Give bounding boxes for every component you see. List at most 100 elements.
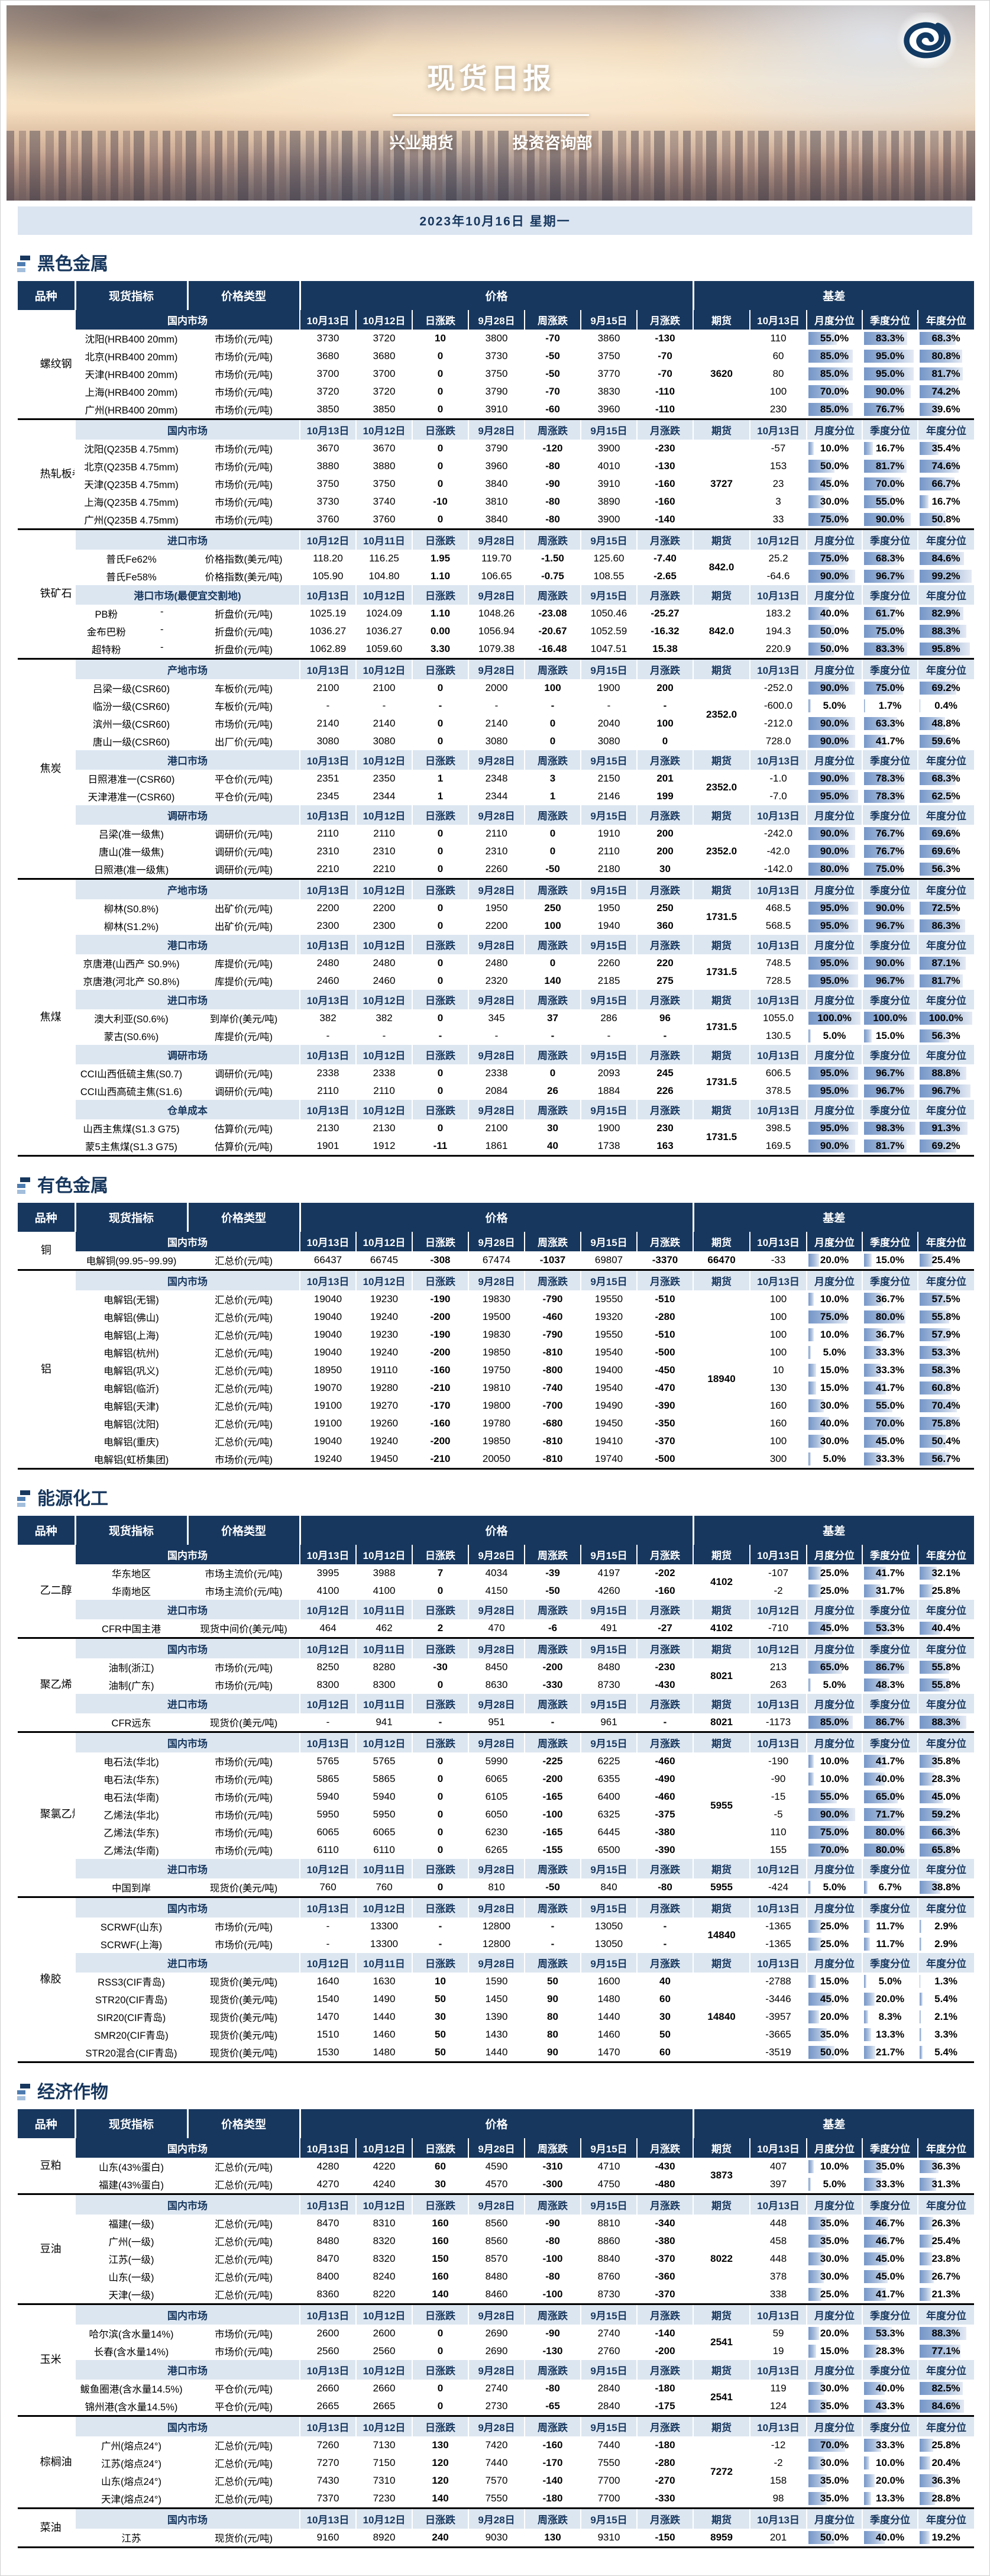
percentile-value: 81.7% <box>876 460 904 472</box>
basis-cell: -3519 <box>750 2044 807 2062</box>
date-header: 9月28日 <box>468 2138 525 2158</box>
percentile-cell: 5.0% <box>807 1344 862 1361</box>
price-cell: 3080 <box>581 732 637 750</box>
percentile-cell: 70.4% <box>918 1397 974 1415</box>
price-cell: 2040 <box>581 715 637 732</box>
change-cell: -80 <box>525 493 581 511</box>
change-cell: -60 <box>525 401 581 419</box>
percentile-value: 90.0% <box>820 1140 849 1152</box>
basis-cell: 407 <box>750 2158 807 2175</box>
change-cell: 245 <box>637 1064 693 1082</box>
percentile-bar <box>920 2046 923 2059</box>
change-cell: 0 <box>525 954 581 972</box>
percentile-bar <box>864 699 865 712</box>
yearly-percentile-header: 年度分位 <box>918 2194 974 2215</box>
change-cell: 0 <box>412 1009 468 1027</box>
change-cell: -16.32 <box>637 622 693 640</box>
futures-header: 期货 <box>693 2509 750 2529</box>
yearly-percentile-header: 年度分位 <box>918 990 974 1009</box>
basis-date-header: 10月13日 <box>750 1045 807 1064</box>
yearly-percentile-header: 年度分位 <box>918 2509 974 2529</box>
day-change-header: 日涨跌 <box>412 1545 468 1564</box>
percentile-value: 69.2% <box>931 682 960 694</box>
change-cell: 200 <box>637 825 693 842</box>
price-cell: 810 <box>468 1878 525 1897</box>
change-cell: -1037 <box>525 1251 581 1270</box>
price-cell: 8240 <box>356 2268 412 2286</box>
percentile-cell: 55.0% <box>862 1397 918 1415</box>
price-cell: 1079.38 <box>468 640 525 659</box>
price-cell: 1460 <box>356 2026 412 2044</box>
day-change-header: 日涨跌 <box>412 1600 468 1619</box>
basis-date-header: 10月13日 <box>750 1897 807 1918</box>
percentile-cell: 5.4% <box>918 1990 974 2008</box>
percentile-value: 20.0% <box>820 1254 849 1266</box>
percentile-bar <box>808 2345 816 2358</box>
market-label: 国内市场 <box>75 1897 300 1918</box>
futures-header: 期货 <box>693 2194 750 2215</box>
price-cell: 464 <box>300 1619 356 1638</box>
percentile-cell: 86.7% <box>862 1713 918 1732</box>
price-group-header: 价格 <box>300 1516 693 1545</box>
percentile-bar <box>808 2010 819 2023</box>
change-cell: -340 <box>637 2215 693 2232</box>
change-cell: 0 <box>412 383 468 401</box>
price-cell: 5950 <box>300 1806 356 1823</box>
change-cell: 1.10 <box>412 567 468 585</box>
date-header: 10月12日 <box>356 1545 412 1564</box>
variety-cell: 橡胶 <box>18 1897 75 2062</box>
percentile-value: 15.0% <box>820 1364 849 1376</box>
basis-cell: -7.0 <box>750 787 807 805</box>
change-cell: -510 <box>637 1326 693 1344</box>
price-cell: 3700 <box>356 365 412 383</box>
percentile-cell: 95.0% <box>807 954 862 972</box>
percentile-value: 31.3% <box>931 2178 960 2190</box>
basis-cell: 33 <box>750 511 807 530</box>
percentile-bar <box>808 1364 816 1377</box>
price-cell: - <box>356 697 412 715</box>
price-cell: 8560 <box>468 2215 525 2232</box>
percentile-cell: 45.0% <box>862 1432 918 1450</box>
indicator-cell: 沈阳(Q235B 4.75mm) <box>75 440 187 457</box>
change-cell: 201 <box>637 770 693 787</box>
basis-cell: 100 <box>750 1344 807 1361</box>
percentile-value: 81.7% <box>876 1140 904 1152</box>
percentile-value: 96.7% <box>931 1085 960 1097</box>
basis-cell: -212.0 <box>750 715 807 732</box>
percentile-bar <box>864 2492 871 2505</box>
percentile-cell: 10.0% <box>807 2158 862 2175</box>
futures-cell: 2541 <box>693 2325 750 2360</box>
date-header: 10月12日 <box>356 419 412 440</box>
basis-date-header: 10月13日 <box>750 419 807 440</box>
change-cell: 0 <box>412 1082 468 1100</box>
percentile-cell: 30.0% <box>807 493 862 511</box>
percentile-value: 80.0% <box>820 863 849 875</box>
percentile-value: 66.7% <box>931 478 960 490</box>
indicator-col-header: 现货指标 <box>75 281 187 310</box>
section-title: 黑色金属 <box>17 249 989 275</box>
day-change-header: 日涨跌 <box>412 1859 468 1878</box>
basis-date-header: 10月13日 <box>750 750 807 770</box>
change-cell: -810 <box>525 1450 581 1469</box>
basis-cell: 728.0 <box>750 732 807 750</box>
change-cell: -510 <box>637 1290 693 1308</box>
variety-label: 铜 <box>40 1244 53 1257</box>
market-label: 港口市场 <box>75 935 300 954</box>
percentile-cell: 25.0% <box>807 1918 862 1935</box>
week-change-header: 周涨跌 <box>525 2509 581 2529</box>
basis-cell: 194.3 <box>750 622 807 640</box>
percentile-value: 5.0% <box>823 1030 846 1042</box>
date-header: 10月11日 <box>356 1638 412 1659</box>
price-type-cell: 价格指数(美元/吨) <box>187 567 300 585</box>
